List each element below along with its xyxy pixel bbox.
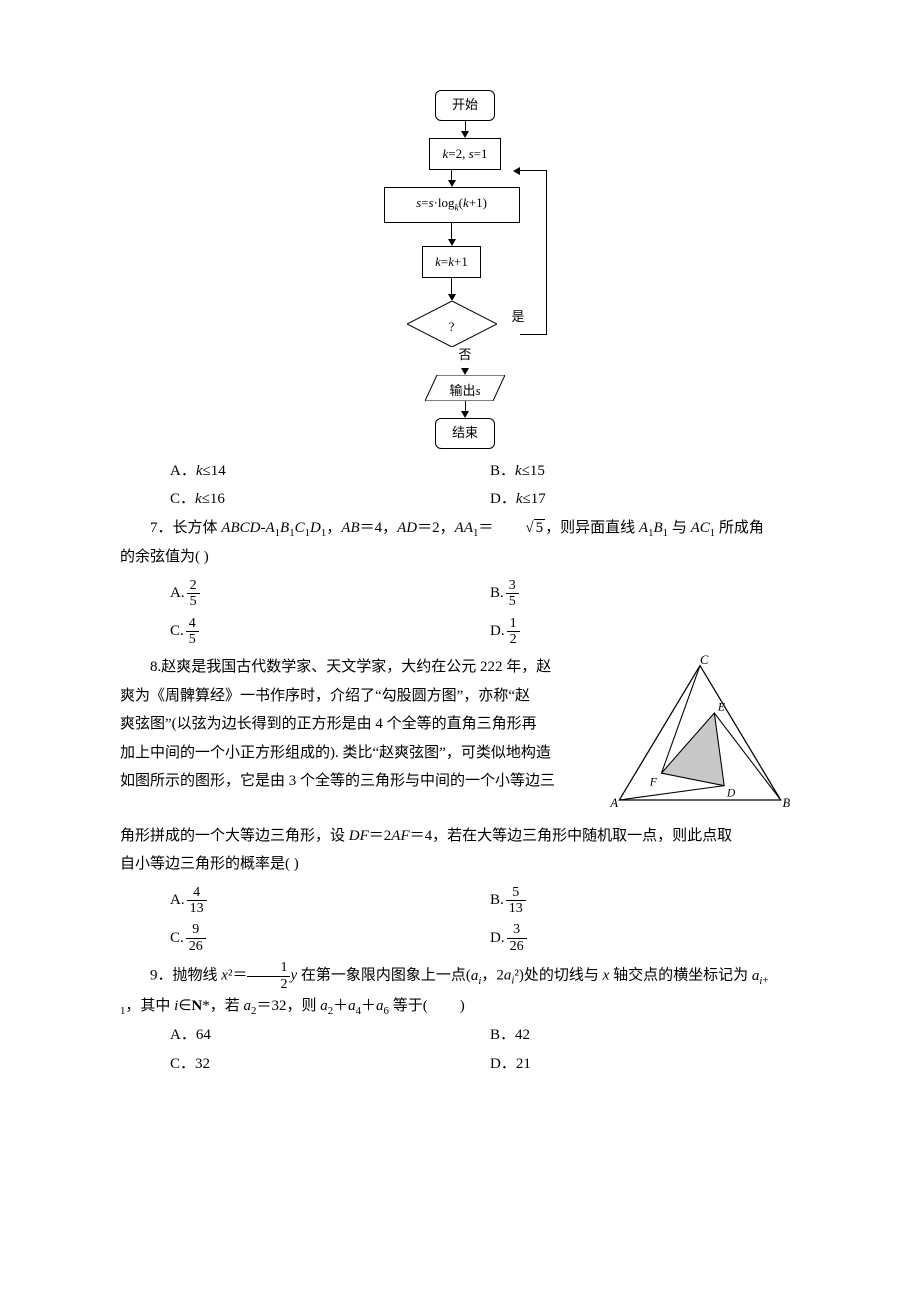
q9-opt-B: B．42 [490,1021,810,1050]
q8-line1: 8.赵爽是我国古代数学家、天文学家，大约在公元 222 年，赵 [120,653,590,682]
vertex-C: C [700,653,709,667]
q8-opt-B: B.513 [490,885,810,917]
vertex-F: F [649,776,658,789]
q8-opt-D: D.326 [490,922,810,954]
q7-opt-B: B.35 [490,578,810,610]
vertex-A: A [609,797,618,811]
q7-options-row2: C.45 D.12 [120,616,810,648]
q9-stem-line2: 1，其中 i∈N*，若 a2＝32，则 a2＋a4＋a6 等于() [120,992,810,1022]
q8-line6: 角形拼成的一个大等边三角形，设 DF＝2AF＝4，若在大等边三角形中随机取一点，… [120,822,810,851]
q8-block: 8.赵爽是我国古代数学家、天文学家，大约在公元 222 年，赵 爽为《周髀算经》… [120,653,810,821]
q7-stem-line2: 的余弦值为( ) [120,543,810,572]
fc-start: 开始 [435,90,495,121]
vertex-B: B [782,797,790,811]
q8-opt-A: A.413 [170,885,490,917]
fc-calc: s=s·logk(k+1) [384,187,520,222]
q9-stem: 9．抛物线 x²＝12y 在第一象限内图象上一点(ai，2ai²)处的切线与 x… [120,960,810,992]
fc-inc: k=k+1 [422,246,481,279]
q6-flowchart: 开始 k=2, s=1 s=s·logk(k+1) k=k+1 ? 是 否 输 [120,90,810,449]
fc-decision-label: ? [407,315,497,340]
fc-decision: ? 是 [407,301,497,347]
q6-opt-B: B．k≤15 [490,457,810,486]
q8-line2: 爽为《周髀算经》一书作序时，介绍了“勾股圆方图”，亦称“赵 [120,682,590,711]
q6-opt-A: A．k≤14 [170,457,490,486]
q6-opt-D: D．k≤17 [490,485,810,514]
q7-opt-A: A.25 [170,578,490,610]
q8-line5: 如图所示的图形，它是由 3 个全等的三角形与中间的一个小等边三 [120,767,590,796]
vertex-E: E [717,701,725,714]
q7-opt-D: D.12 [490,616,810,648]
vertex-D: D [726,787,736,800]
q6-options-row1: A．k≤14 B．k≤15 [120,457,810,486]
q8-line7: 自小等边三角形的概率是( ) [120,850,810,879]
q7-opt-C: C.45 [170,616,490,648]
fc-output: 输出s [425,375,505,401]
q8-opt-C: C.926 [170,922,490,954]
fc-end: 结束 [435,418,495,449]
q7-stem: 7．长方体 ABCD-A1B1C1D1，AB＝4，AD＝2，AA1＝5，则异面直… [120,514,810,544]
q9-options-row2: C．32 D．21 [120,1050,810,1079]
flowchart-body: 开始 k=2, s=1 s=s·logk(k+1) k=k+1 ? 是 否 输 [384,90,547,449]
q9-opt-C: C．32 [170,1050,490,1079]
q8-figure: A B C D E F [590,653,810,821]
fc-init: k=2, s=1 [429,138,500,171]
q9-options-row1: A．64 B．42 [120,1021,810,1050]
q8-options-row2: C.926 D.326 [120,922,810,954]
q8-line3: 爽弦图”(以弦为边长得到的正方形是由 4 个全等的直角三角形再 [120,710,590,739]
q9-opt-A: A．64 [170,1021,490,1050]
q7-number: 7． [150,520,173,536]
q9-number: 9． [150,968,173,984]
q9-opt-D: D．21 [490,1050,810,1079]
q6-options-row2: C．k≤16 D．k≤17 [120,485,810,514]
q7-options-row1: A.25 B.35 [120,578,810,610]
q8-options-row1: A.413 B.513 [120,885,810,917]
q6-opt-C: C．k≤16 [170,485,490,514]
q8-line4: 加上中间的一个小正方形组成的). 类比“赵爽弦图”，可类似地构造 [120,739,590,768]
